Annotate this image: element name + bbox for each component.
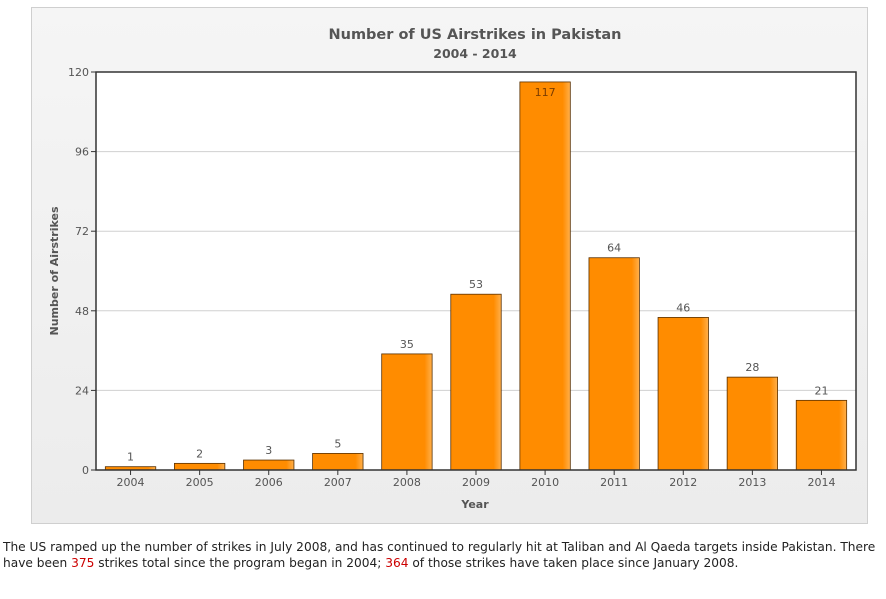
bar-2011 bbox=[588, 257, 640, 471]
y-tick-label: 120 bbox=[68, 66, 89, 79]
x-tick-label-2014: 2014 bbox=[807, 476, 835, 489]
x-tick-label-2008: 2008 bbox=[393, 476, 421, 489]
data-label-2004: 1 bbox=[127, 451, 134, 464]
data-label-2006: 3 bbox=[265, 444, 272, 457]
y-tick-label: 96 bbox=[75, 146, 89, 159]
x-tick-label-2010: 2010 bbox=[531, 476, 559, 489]
y-tick-label: 0 bbox=[82, 464, 89, 477]
total-strikes-count: 375 bbox=[71, 555, 95, 570]
caption-part-2: strikes total since the program began in… bbox=[94, 555, 386, 570]
y-tick-label: 72 bbox=[75, 225, 89, 238]
caption-part-1: The US ramped up the number of strikes i… bbox=[3, 540, 876, 570]
x-tick-label-2007: 2007 bbox=[324, 476, 352, 489]
bar-2014 bbox=[795, 399, 848, 471]
x-tick-label-2011: 2011 bbox=[600, 476, 628, 489]
data-label-2008: 35 bbox=[400, 338, 414, 351]
data-label-2005: 2 bbox=[196, 447, 203, 460]
data-label-2013: 28 bbox=[745, 361, 759, 374]
chart-title: Number of US Airstrikes in Pakistan bbox=[328, 27, 621, 43]
y-tick-label: 48 bbox=[75, 305, 89, 318]
x-axis-title: Year bbox=[460, 498, 489, 511]
x-tick-label-2004: 2004 bbox=[117, 476, 145, 489]
x-tick-label-2013: 2013 bbox=[738, 476, 766, 489]
bar-2006 bbox=[243, 459, 295, 471]
data-label-2012: 46 bbox=[676, 301, 690, 314]
bar-2010 bbox=[519, 81, 571, 471]
x-tick-label-2012: 2012 bbox=[669, 476, 697, 489]
bar-chart: Number of US Airstrikes in Pakistan 2004… bbox=[48, 27, 857, 511]
bar-2008 bbox=[381, 353, 433, 471]
data-label-2009: 53 bbox=[469, 278, 483, 291]
x-axis-ticks: 2004 2005 2006 2007 2008 2009 2010 2011 2012 2013… bbox=[117, 470, 835, 489]
bar-2013 bbox=[726, 376, 778, 471]
data-label-2010: 117 bbox=[535, 86, 556, 99]
caption-text: The US ramped up the number of strikes i… bbox=[3, 540, 883, 571]
data-label-2007: 5 bbox=[334, 437, 341, 450]
chart-panel: Number of US Airstrikes in Pakistan 2004… bbox=[31, 7, 868, 524]
x-tick-label-2005: 2005 bbox=[186, 476, 214, 489]
data-label-2011: 64 bbox=[607, 242, 621, 255]
bar-2009 bbox=[450, 293, 502, 471]
chart-subtitle: 2004 - 2014 bbox=[433, 46, 517, 61]
y-tick-label: 24 bbox=[75, 384, 89, 397]
x-tick-label-2006: 2006 bbox=[255, 476, 283, 489]
x-tick-label-2009: 2009 bbox=[462, 476, 490, 489]
y-axis-title: Number of Airstrikes bbox=[48, 206, 61, 335]
bar-2005 bbox=[174, 462, 226, 471]
bar-2007 bbox=[312, 453, 364, 471]
bar-2012 bbox=[657, 317, 709, 471]
caption-part-3: of those strikes have taken place since … bbox=[408, 555, 739, 570]
y-axis-ticks: 0 24 48 72 96 120 bbox=[68, 66, 96, 477]
data-label-2014: 21 bbox=[814, 384, 828, 397]
strikes-since-2008-count: 364 bbox=[385, 555, 409, 570]
